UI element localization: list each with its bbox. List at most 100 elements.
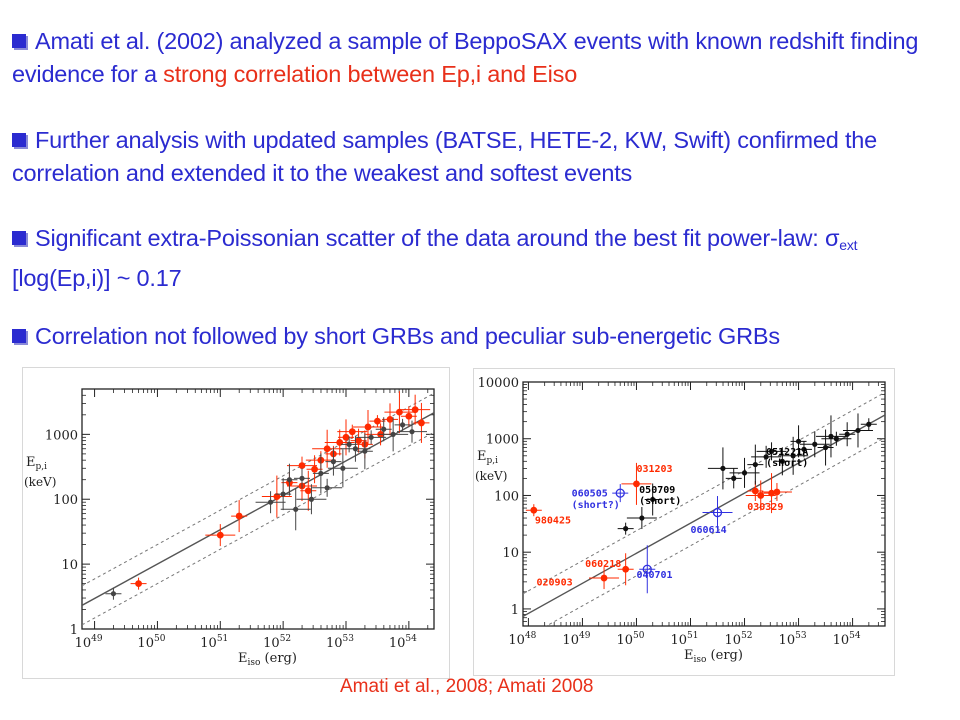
chart-left-point-red [298,462,306,469]
chart-left-point-gray [330,459,337,465]
chart-left-x-tick-label: 1049 [75,634,103,651]
bullet-marker-icon [12,133,26,147]
chart-right-point-black [650,496,656,503]
chart-right-point-black [855,427,861,434]
chart-right-point-red [633,480,640,488]
chart-left-point-red [216,531,224,539]
chart-right-x-tick-label: 1048 [508,631,536,648]
chart-right-point-red [768,489,775,497]
bullet-marker-icon [12,231,26,245]
chart-left-point-red [396,408,403,416]
chart-right-point-blue [712,507,723,518]
chart-left-bottom-border [22,679,452,689]
chart-right-annotation: 980425 [535,516,571,527]
chart-right-annotation: 060505 [572,489,608,500]
bullet-marker-icon [12,34,26,48]
sigma-symbol: σ [824,225,840,251]
chart-left-point-red [311,465,318,473]
chart-left-y-tick-label: 100 [53,493,78,508]
chart-left-x-tick-label: 1051 [200,634,228,651]
chart-left-point-gray [299,475,305,481]
chart-left-x-tick-label: 1053 [326,634,354,651]
chart-right-point-black [623,526,629,532]
chart-left-point-red [348,428,356,436]
chart-left-point-gray [381,426,387,432]
chart-right-point-black [828,433,834,439]
chart-right-y-tick-label: 10000 [478,376,519,391]
chart-right-annotation: (short?) [572,500,620,511]
figure-caption: Amati et al., 2008; Amati 2008 [340,676,594,697]
chart-right-annotation: 060614 [690,525,726,536]
chart-left-y-tick-label: 10 [61,558,78,573]
chart-right-annotation: 060218 [585,559,621,570]
chart-left-point-red [323,445,331,453]
chart-right-point-black [822,444,829,451]
chart-left-x-tick-label: 1054 [389,634,417,651]
chart-left-y-tick-label: 1 [70,623,78,638]
chart-left: 1 10 100 1000 1049 1050 1051 1052 1053 1054 Ep,i (k… [22,367,450,679]
chart-left-y-label: Ep,i [26,455,47,472]
chart-right-point-blue [642,564,652,574]
bullet-1-text: Amati et al. (2002) analyzed a sample of… [12,28,919,87]
chart-left-point-red [374,417,381,425]
chart-right-x-tick-label: 1049 [562,631,590,648]
chart-right-y-tick-label: 1000 [486,433,519,448]
chart-right-point-red [600,574,608,582]
chart-left-point-gray [340,465,346,471]
chart-right-point-black [801,446,807,452]
chart-left-point-red [273,493,281,500]
chart-right-x-tick-label: 1053 [779,631,807,648]
chart-right-point-black [844,431,850,437]
bullet-3-text: Significant extra-Poissonian scatter of … [35,225,825,251]
chart-left-point-gray [362,448,368,454]
chart-left-point-gray [110,591,117,597]
chart-right-point-black [752,461,758,468]
chart-left-point-red [411,406,419,414]
chart-right-y-tick-label: 10 [502,546,519,561]
chart-left-point-red [418,419,425,427]
chart-right-point-red [773,488,781,496]
bullet-3-tail: [log(Ep,i)] ~ 0.17 [12,265,182,291]
bullet-1-highlight: strong correlation between Ep,i and Eiso [163,61,578,87]
chart-left-point-gray [280,491,286,497]
chart-left-point-gray [308,496,315,502]
chart-left-y-tick-label: 1000 [45,428,78,443]
chart-right-annotation: 051221A [766,447,808,458]
chart-right-x-tick-label: 1051 [670,631,698,648]
chart-right-point-red [622,565,630,573]
chart-right-point-red [751,487,759,495]
chart-right-annotation: (short) [766,458,808,469]
sigma-subscript: ext [839,237,858,253]
chart-left-point-red [135,580,142,588]
chart-left-scatter-band-lower [82,431,434,626]
chart-right-point-black [763,454,769,460]
chart-left-point-gray [390,431,396,437]
chart-right-y-tick-label: 1 [511,603,519,618]
chart-left-point-red [342,433,350,441]
bullet-3: Significant extra-Poissonian scatter of … [12,222,952,295]
chart-right-annotation: (short) [639,496,681,507]
chart-right-point-black [812,441,818,447]
chart-left-frame [22,367,450,679]
chart-right-x-tick-label: 1054 [833,631,861,648]
chart-left-point-red [405,412,413,420]
chart-left-point-gray [293,506,299,512]
chart-right-point-black [790,453,796,459]
chart-left-point-gray [352,446,359,452]
chart-right-point-black [639,515,645,521]
bullet-4: Correlation not followed by short GRBs a… [12,320,952,353]
chart-right-x-tick-label: 1052 [725,631,753,648]
chart-left-point-gray [368,434,374,440]
chart-right-point-black [795,438,802,444]
chart-right-point-black [779,458,785,464]
chart-right-point-black [741,470,748,476]
bullet-marker-icon [12,329,26,343]
chart-left-point-gray [318,470,324,477]
chart-right-annotation: 030329 [747,502,783,513]
chart-left-point-red [235,512,243,520]
chart-left-point-gray [399,422,406,428]
chart-left-point-gray [324,485,330,491]
chart-right-point-black [833,436,839,442]
chart-right-point-blue [615,488,625,498]
chart-left-point-gray [267,499,274,505]
